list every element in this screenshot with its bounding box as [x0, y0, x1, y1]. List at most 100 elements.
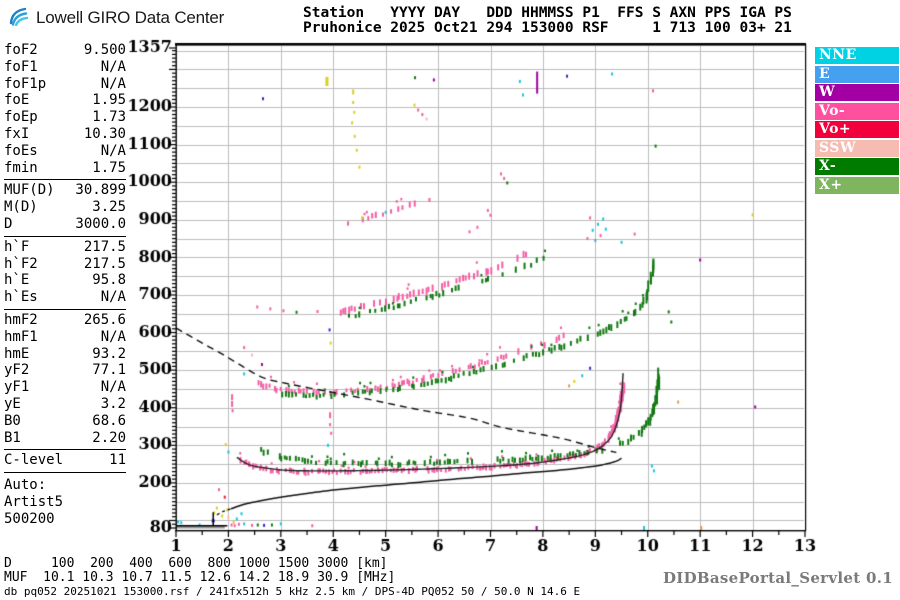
servlet-version-label: DIDBasePortal_Servlet 0.1 — [662, 569, 893, 587]
legend-item-e: E — [815, 65, 899, 83]
param-row-foep: foEp 1.73 — [4, 109, 126, 126]
autoscaling-line: Artist5 — [4, 493, 64, 510]
param-value: N/A — [100, 142, 126, 159]
logo-text: Lowell GIRO Data Center — [36, 8, 225, 27]
param-label: D — [4, 215, 13, 232]
direction-legend: NNE E W Vo- Vo+ SSW X- X+ — [815, 47, 899, 195]
param-value: 68.6 — [92, 412, 126, 429]
autoscaling-info: Auto: Artist5 500200 — [4, 477, 126, 527]
giro-wave-icon — [8, 6, 30, 30]
param-row-ye: yE 3.2 — [4, 396, 126, 413]
param-value: 9.500 — [83, 42, 126, 58]
param-label: B0 — [4, 412, 21, 429]
param-row-hf2: h`F2 217.5 — [4, 256, 126, 273]
param-label: yF1 — [4, 379, 30, 396]
param-label: yE — [4, 395, 21, 412]
param-value: N/A — [100, 58, 126, 75]
legend-item-x: X- — [815, 158, 899, 175]
param-row-d: D 3000.0 — [4, 216, 126, 233]
param-label: C-level — [4, 452, 64, 469]
param-row-fof1p: foF1p N/A — [4, 76, 126, 93]
param-value: 11 — [109, 452, 126, 469]
param-label: fmin — [4, 159, 38, 176]
param-group: MUF(D) 30.899 M(D) 3.25 D 3000.0 — [4, 179, 126, 232]
param-value: N/A — [100, 328, 126, 345]
legend-item-vo: Vo- — [815, 102, 899, 120]
legend-item-ssw: SSW — [815, 139, 899, 157]
param-row-fmin: fmin 1.75 — [4, 160, 126, 177]
station-header-values: Pruhonice 2025 Oct21 294 153000 RSF 1 71… — [303, 20, 792, 36]
param-label: h`F — [4, 238, 30, 255]
param-value: N/A — [100, 289, 126, 306]
param-value: 95.8 — [92, 272, 126, 289]
station-header: Station YYYY DAY DDD HHMMSS P1 FFS S AXN… — [303, 6, 792, 36]
legend-item-w: W — [815, 84, 899, 101]
param-label: foE — [4, 92, 30, 109]
param-row-hmf2: hmF2 265.6 — [4, 312, 126, 329]
distance-row: D 100 200 400 600 800 1000 1500 3000 [km… — [4, 556, 388, 571]
param-row-he: h`E 95.8 — [4, 272, 126, 289]
param-value: N/A — [100, 75, 126, 92]
legend-item-x: X+ — [815, 176, 899, 194]
param-value: N/A — [100, 379, 126, 396]
param-value: 1.95 — [92, 92, 126, 109]
param-label: fxI — [4, 125, 30, 142]
param-value: 3.2 — [100, 395, 126, 412]
station-header-columns: Station YYYY DAY DDD HHMMSS P1 FFS S AXN… — [303, 5, 792, 21]
param-label: MUF(D) — [4, 182, 55, 199]
legend-item-vo: Vo+ — [815, 121, 899, 138]
param-label: h`Es — [4, 289, 38, 306]
param-row-foe: foE 1.95 — [4, 92, 126, 109]
param-row-foes: foEs N/A — [4, 143, 126, 160]
param-row-fxi: fxI 10.30 — [4, 126, 126, 143]
param-label: foF1 — [4, 58, 38, 75]
param-group: C-level 11 — [4, 449, 126, 474]
param-row-mufd: MUF(D) 30.899 — [4, 182, 126, 199]
param-group: hmF2 265.6 hmF1 N/A hmE 93.2 yF2 77.1 yF1 N/A yE 3.… — [4, 308, 126, 447]
param-label: hmF1 — [4, 328, 38, 345]
autoscaling-line: 500200 — [4, 510, 55, 527]
muf-row: MUF 10.1 10.3 10.7 11.5 12.6 14.2 18.9 3… — [4, 570, 396, 585]
param-label: M(D) — [4, 199, 38, 216]
param-label: h`E — [4, 272, 30, 289]
param-label: hmE — [4, 345, 30, 362]
param-value: 93.2 — [92, 345, 126, 362]
param-label: yF2 — [4, 362, 30, 379]
param-label: h`F2 — [4, 255, 38, 272]
param-value: 1.75 — [92, 159, 126, 176]
lowell-giro-logo: Lowell GIRO Data Center — [8, 6, 224, 30]
param-row-hmf1: hmF1 N/A — [4, 329, 126, 346]
param-value: 10.30 — [83, 125, 126, 142]
param-group: foF2 9.500 foF1 N/A foF1p N/A foE 1.95 foEp 1.73 f… — [4, 42, 126, 176]
param-row-fof2: foF2 9.500 — [4, 42, 126, 59]
param-row-clevel: C-level 11 — [4, 452, 126, 469]
param-row-yf2: yF2 77.1 — [4, 362, 126, 379]
param-label: B1 — [4, 429, 21, 446]
param-label: foF1p — [4, 75, 47, 92]
param-row-b1: B1 2.20 — [4, 430, 126, 447]
param-value: 3.25 — [92, 199, 126, 216]
autoscaling-line: Auto: — [4, 477, 47, 494]
param-row-md: M(D) 3.25 — [4, 199, 126, 216]
param-row-hf: h`F 217.5 — [4, 239, 126, 256]
param-label: hmF2 — [4, 311, 38, 328]
param-row-yf1: yF1 N/A — [4, 379, 126, 396]
param-value: 217.5 — [83, 238, 126, 255]
param-group: h`F 217.5 h`F2 217.5 h`E 95.8 h`Es N/A — [4, 235, 126, 306]
scaled-parameters-panel: foF2 9.500 foF1 N/A foF1p N/A foE 1.95 foEp 1.73 f… — [4, 42, 126, 528]
param-value: 3000.0 — [75, 215, 126, 232]
param-row-b0: B0 68.6 — [4, 413, 126, 430]
param-value: 30.899 — [75, 182, 126, 199]
param-row-fof1: foF1 N/A — [4, 59, 126, 76]
param-label: foF2 — [4, 42, 38, 58]
param-label: foEs — [4, 142, 38, 159]
legend-item-nne: NNE — [815, 47, 899, 64]
param-row-hme: hmE 93.2 — [4, 346, 126, 363]
param-value: 77.1 — [92, 362, 126, 379]
param-value: 265.6 — [83, 311, 126, 328]
param-value: 1.73 — [92, 109, 126, 126]
measurement-info-row: db pq052 20251021 153000.rsf / 241fx512h… — [4, 585, 581, 598]
param-value: 217.5 — [83, 255, 126, 272]
